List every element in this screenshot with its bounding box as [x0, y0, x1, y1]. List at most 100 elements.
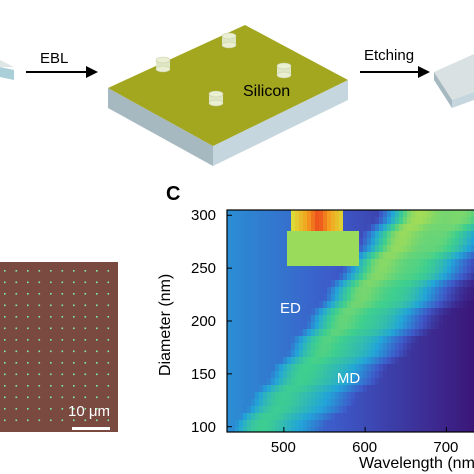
- nanopillar-dot: [27, 396, 29, 399]
- nanopillar-dot: [107, 373, 110, 376]
- nanopillar-dot: [84, 396, 87, 399]
- micrograph: [0, 262, 118, 432]
- x-tick-label: 500: [270, 439, 296, 456]
- nanopillar-dot: [84, 408, 87, 410]
- fabrication-schematic: [0, 25, 474, 166]
- nanopillar-dot: [50, 385, 52, 387]
- nanopillar-dot: [96, 293, 98, 295]
- nanopillar-dot: [84, 281, 87, 284]
- nanopillar-dot: [61, 408, 64, 410]
- nanopillar-dot: [50, 373, 52, 376]
- nanopillar-dot: [73, 350, 75, 353]
- nanopillar-dot: [96, 339, 98, 341]
- heatmap-image: [227, 210, 474, 432]
- nanopillar-dot: [73, 385, 75, 387]
- annotation-md: MD: [336, 370, 361, 388]
- nanopillar-dot: [38, 408, 41, 410]
- nanopillar-dot: [15, 281, 18, 284]
- nanopillar-dot: [4, 304, 6, 307]
- nanopillar-dot: [50, 270, 52, 272]
- nanopillar-dot: [96, 419, 98, 422]
- nanopillar-dot: [107, 327, 110, 330]
- axis-ticks: [227, 214, 447, 432]
- nanopillar-dot: [15, 373, 18, 376]
- pillar: [221, 32, 237, 49]
- nanopillar-dot: [96, 327, 98, 330]
- nanopillar-dot: [15, 408, 18, 410]
- nanopillar-dot: [38, 270, 41, 272]
- nanopillar-dot: [4, 408, 6, 410]
- nanopillar-dot: [84, 327, 87, 330]
- nanopillar-dot: [107, 316, 110, 318]
- nanopillar-dot: [96, 281, 98, 284]
- nanopillar-dot: [27, 293, 29, 295]
- nanopillar-dot: [50, 304, 52, 307]
- nanopillar-dot: [27, 270, 29, 272]
- nanopillar-dot: [15, 362, 18, 364]
- nanopillar-dot: [27, 373, 29, 376]
- nanopillar-dot: [27, 339, 29, 341]
- nanopillar-dot: [38, 419, 41, 422]
- micrograph-background: [0, 262, 118, 432]
- scale-bar: [72, 427, 110, 430]
- nanopillar-dot: [73, 396, 75, 399]
- nanopillar-dot: [50, 350, 52, 353]
- ebl-arrow: [26, 66, 98, 78]
- nanopillar-dot: [107, 304, 110, 307]
- nanopillar-dot: [4, 316, 6, 318]
- nanopillar-dot: [4, 373, 6, 376]
- nanopillar-dot: [61, 396, 64, 399]
- nanopillar-dot: [50, 362, 52, 364]
- nanopillar-dot: [38, 316, 41, 318]
- y-tick-label: 100: [191, 418, 217, 436]
- nanopillar-dot: [27, 281, 29, 284]
- pillars: [155, 32, 292, 107]
- nanopillar-dot: [4, 339, 6, 341]
- nanopillar-dot: [27, 419, 29, 422]
- nanopillar-dot: [73, 408, 75, 410]
- nanopillar-dot: [38, 281, 41, 284]
- nanopillar-dot: [84, 362, 87, 364]
- nanopillar-dot: [4, 293, 6, 295]
- nanopillar-dot: [61, 293, 64, 295]
- nanopillar-dot: [4, 419, 6, 422]
- x-axis-label: Wavelength (nm): [359, 455, 474, 472]
- etching-label: Etching: [364, 47, 415, 64]
- nanopillar-dot: [84, 339, 87, 341]
- nanopillar-dot: [15, 350, 18, 353]
- nanopillar-dot: [84, 385, 87, 387]
- nanopillar-dot: [96, 373, 98, 376]
- nanopillar-dot: [73, 327, 75, 330]
- etching-arrow: [360, 66, 430, 78]
- nanopillar-dot: [27, 350, 29, 353]
- nanopillar-dot: [15, 316, 18, 318]
- nanopillar-dot: [61, 270, 64, 272]
- nanopillar-dot: [4, 362, 6, 364]
- nanopillar-dot: [84, 350, 87, 353]
- nanopillar-dot: [15, 293, 18, 295]
- nanopillar-dot: [107, 385, 110, 387]
- nanopillar-dot: [73, 362, 75, 364]
- scale-bar-label: 10 μm: [68, 403, 110, 420]
- nanopillar-dot: [61, 281, 64, 284]
- nanopillar-dot: [107, 270, 110, 272]
- nanopillar-dot: [38, 396, 41, 399]
- nanopillar-dot: [38, 339, 41, 341]
- pillar: [208, 90, 224, 107]
- nanopillar-dot: [61, 419, 64, 422]
- nanopillar-dot: [107, 281, 110, 284]
- nanopillar-dot: [73, 339, 75, 341]
- nanopillar-dot: [15, 419, 18, 422]
- nanopillar-dot: [27, 385, 29, 387]
- nanopillar-dot: [15, 385, 18, 387]
- nanopillar-dot: [50, 327, 52, 330]
- nanopillar-dot: [15, 327, 18, 330]
- nanopillar-dot: [50, 408, 52, 410]
- nanopillar-dot: [61, 362, 64, 364]
- pillar: [276, 62, 292, 79]
- nanopillar-dot: [107, 362, 110, 364]
- nanopillar-dot: [84, 293, 87, 295]
- nanopillar-dot: [38, 362, 41, 364]
- nanopillar-dot: [50, 339, 52, 341]
